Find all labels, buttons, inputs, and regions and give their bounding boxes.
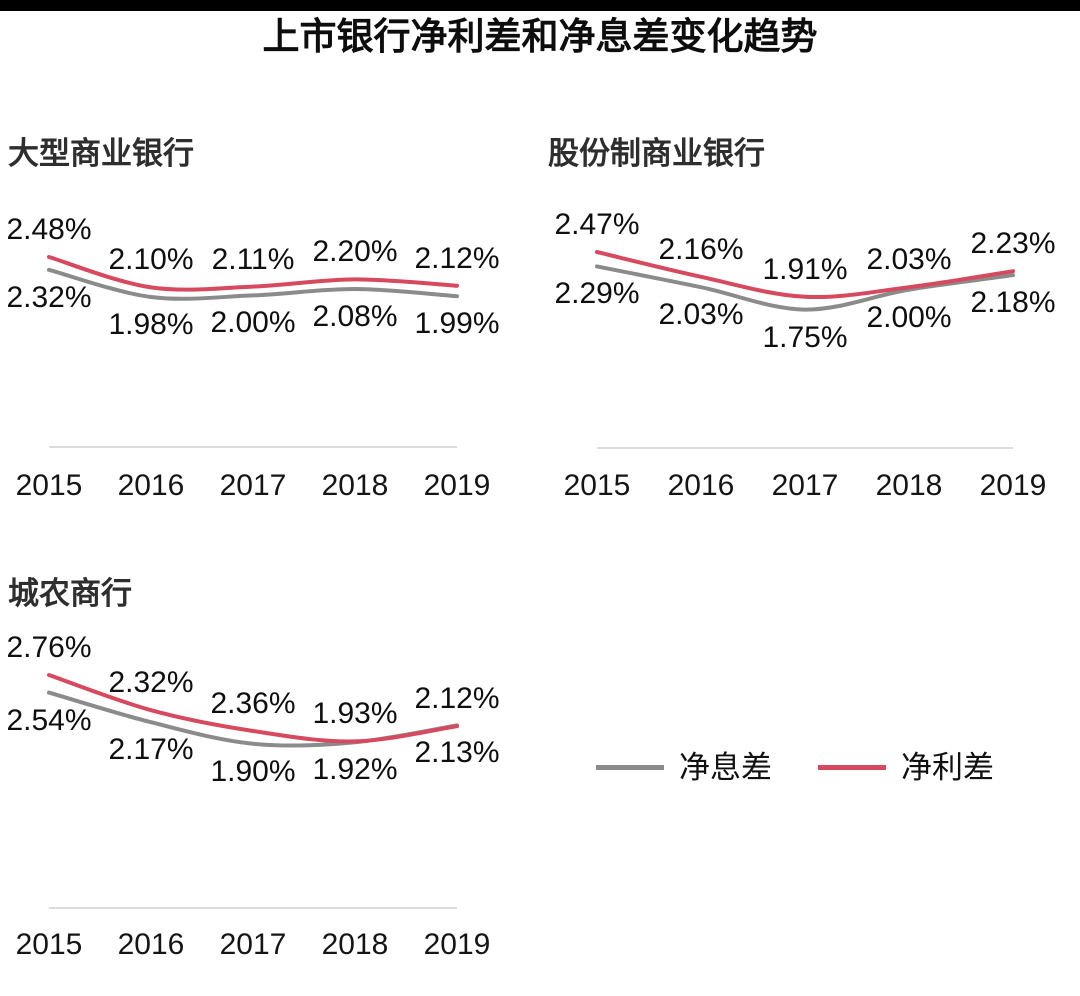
page-title: 上市银行净利差和净息差变化趋势 [262, 16, 818, 57]
legend: 净息差 净利差 [596, 752, 994, 783]
year-tick-label: 2018 [321, 469, 389, 502]
year-tick-label: 2017 [771, 469, 839, 502]
legend-panel: 净息差 净利差 [540, 550, 1080, 996]
data-label-net-interest-margin: 1.90% [210, 754, 296, 788]
x-axis-line [49, 446, 457, 448]
gray-line-swatch-icon [596, 765, 664, 770]
data-label-net-interest-margin: 2.13% [414, 736, 500, 770]
year-tick-label: 2016 [667, 469, 735, 502]
data-label-net-profit-spread: 2.20% [312, 235, 398, 269]
data-label-net-interest-margin: 2.32% [6, 280, 92, 314]
series-line-net-interest-margin [595, 264, 1015, 312]
year-tick-label: 2018 [875, 469, 943, 502]
series-line-net-interest-margin [47, 267, 459, 301]
series-line-net-profit-spread [595, 250, 1015, 300]
data-label-net-profit-spread: 2.32% [108, 666, 194, 700]
data-label-net-profit-spread: 2.10% [108, 243, 194, 277]
year-tick-label: 2018 [321, 928, 389, 961]
chart-canvas [47, 673, 459, 748]
top-black-bar [0, 0, 1080, 11]
data-label-net-interest-margin: 2.17% [108, 733, 194, 767]
year-tick-label: 2017 [219, 928, 287, 961]
data-label-net-interest-margin: 2.54% [6, 703, 92, 737]
data-label-net-interest-margin: 2.29% [554, 277, 640, 311]
chart-canvas [595, 250, 1015, 312]
chart-title: 城农商行 [8, 576, 132, 611]
data-label-net-interest-margin: 1.75% [762, 320, 848, 354]
chart-title: 股份制商业银行 [548, 136, 765, 171]
data-label-net-profit-spread: 2.12% [414, 241, 500, 275]
data-label-net-interest-margin: 2.18% [970, 286, 1056, 320]
chart-title: 大型商业银行 [8, 136, 194, 171]
year-tick-label: 2019 [423, 469, 491, 502]
x-axis-line [597, 447, 1013, 449]
data-label-net-interest-margin: 2.00% [210, 306, 296, 340]
year-tick-label: 2015 [563, 469, 631, 502]
chart-panel-joint-stock-banks: 股份制商业银行 2.47% 2.16% 1.91% 2.03% 2.23% 2.29% 2.… [540, 110, 1080, 550]
chart-canvas [47, 255, 459, 301]
data-label-net-profit-spread: 2.36% [210, 687, 296, 720]
series-line-net-profit-spread [47, 255, 459, 292]
year-tick-label: 2019 [423, 928, 491, 961]
year-tick-label: 2015 [15, 469, 83, 502]
chart-panel-city-rural-banks: 城农商行 2.76% 2.32% 2.36% 1.93% 2.12% 2.54% 2.17%… [0, 550, 540, 996]
red-line-swatch-icon [818, 765, 886, 770]
data-label-net-profit-spread: 2.48% [6, 213, 92, 246]
data-label-net-profit-spread: 2.03% [866, 243, 952, 277]
data-label-net-interest-margin: 1.99% [414, 307, 500, 341]
series-line-net-profit-spread [47, 673, 459, 744]
data-label-net-profit-spread: 1.93% [312, 697, 398, 731]
data-label-net-interest-margin: 2.00% [866, 300, 952, 334]
data-label-net-profit-spread: 2.11% [211, 242, 295, 276]
data-label-net-profit-spread: 2.16% [658, 232, 744, 266]
year-tick-label: 2016 [117, 928, 185, 961]
data-label-net-profit-spread: 2.76% [6, 631, 92, 664]
year-tick-label: 2019 [979, 469, 1047, 502]
x-axis-line [49, 907, 457, 909]
data-label-net-profit-spread: 2.23% [970, 227, 1056, 261]
data-label-net-profit-spread: 2.12% [414, 682, 500, 716]
year-tick-label: 2017 [219, 469, 287, 502]
chart-panel-large-commercial-banks: 大型商业银行 2.48% 2.10% 2.11% 2.20% 2.12% 2.32% 1.9… [0, 110, 540, 550]
year-tick-label: 2015 [15, 928, 83, 961]
data-label-net-interest-margin: 2.03% [658, 298, 744, 332]
data-label-net-interest-margin: 2.08% [312, 300, 398, 333]
data-label-net-profit-spread: 2.47% [554, 208, 640, 241]
data-label-net-interest-margin: 1.92% [312, 753, 398, 787]
legend-item-net-interest-margin: 净息差 [596, 752, 772, 783]
data-label-net-profit-spread: 1.91% [762, 252, 848, 286]
legend-item-net-profit-spread: 净利差 [818, 752, 994, 783]
year-tick-label: 2016 [117, 469, 185, 502]
legend-label: 净利差 [901, 750, 994, 785]
legend-label: 净息差 [679, 750, 772, 785]
data-label-net-interest-margin: 1.98% [108, 308, 194, 341]
